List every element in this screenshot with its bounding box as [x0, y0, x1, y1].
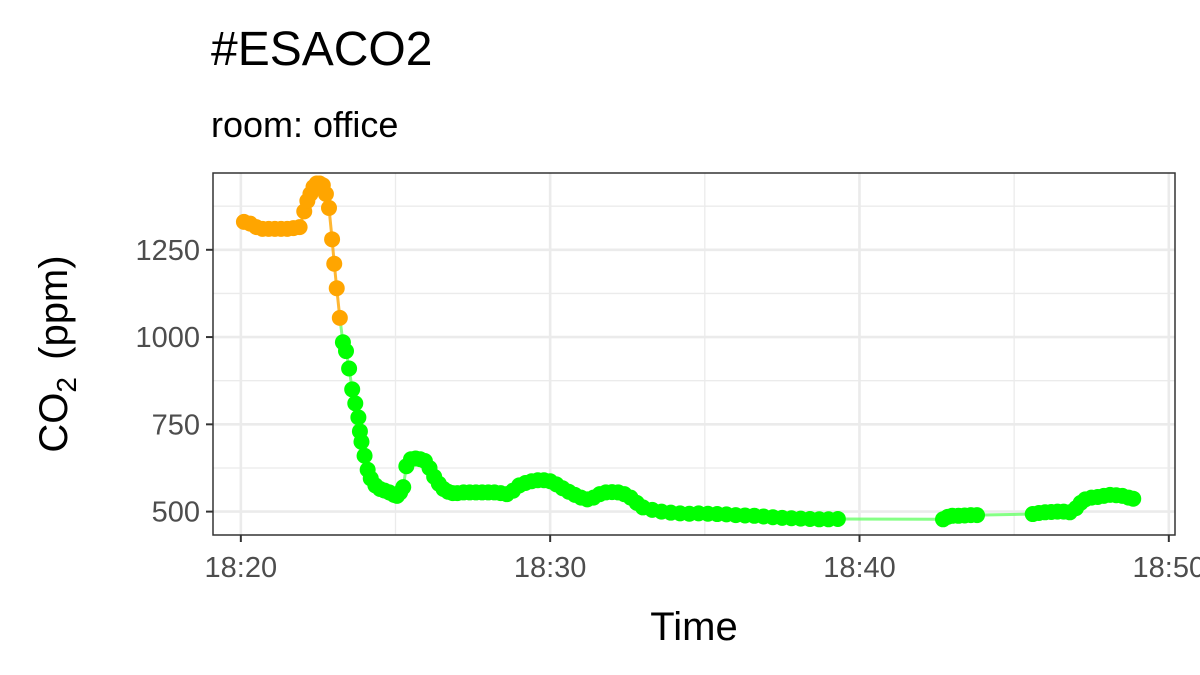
series-line-segment — [977, 512, 1033, 517]
chart-subtitle: room: office — [211, 104, 398, 145]
data-point — [350, 409, 367, 426]
svg-text:CO2 (ppm): CO2 (ppm) — [32, 255, 82, 452]
x-tick-label: 18:50 — [1133, 552, 1200, 584]
x-tick-label: 18:40 — [823, 552, 896, 584]
data-point — [341, 360, 358, 377]
x-tick-label: 18:30 — [514, 552, 587, 584]
data-point — [328, 280, 345, 297]
x-tick-label: 18:20 — [205, 552, 278, 584]
axes: 18:20 18:30 18:40 18:50 500 750 1000 1250 — [135, 235, 1200, 584]
y-tick-label: 750 — [152, 409, 200, 441]
data-point — [320, 199, 337, 216]
data-point — [1125, 490, 1142, 507]
y-tick-label: 1000 — [135, 322, 200, 354]
grid — [213, 173, 1175, 535]
plot-background — [213, 173, 1175, 535]
data-point — [326, 255, 343, 272]
y-tick-label: 1250 — [135, 235, 200, 267]
data-point — [969, 507, 986, 524]
x-axis-title: Time — [650, 605, 737, 649]
chart-title: #ESACO2 — [211, 23, 432, 76]
data-point — [324, 231, 341, 248]
data-point — [317, 185, 334, 202]
y-tick-label: 500 — [152, 497, 200, 529]
data-point — [356, 447, 373, 464]
data-point — [829, 510, 846, 527]
y-axis-title-subscript: 2 — [51, 377, 82, 393]
y-axis-title-unit: (ppm) — [32, 255, 76, 371]
data-point — [338, 343, 355, 360]
y-axis-title-main: CO — [32, 393, 76, 453]
series-layer — [235, 175, 1142, 528]
data-point — [347, 395, 364, 412]
data-point — [353, 433, 370, 450]
data-point — [344, 381, 361, 398]
data-point — [331, 309, 348, 326]
y-axis-title: CO2 (ppm) — [32, 255, 82, 452]
data-point — [395, 479, 412, 496]
plot-border — [212, 172, 1176, 536]
data-point — [291, 219, 308, 236]
